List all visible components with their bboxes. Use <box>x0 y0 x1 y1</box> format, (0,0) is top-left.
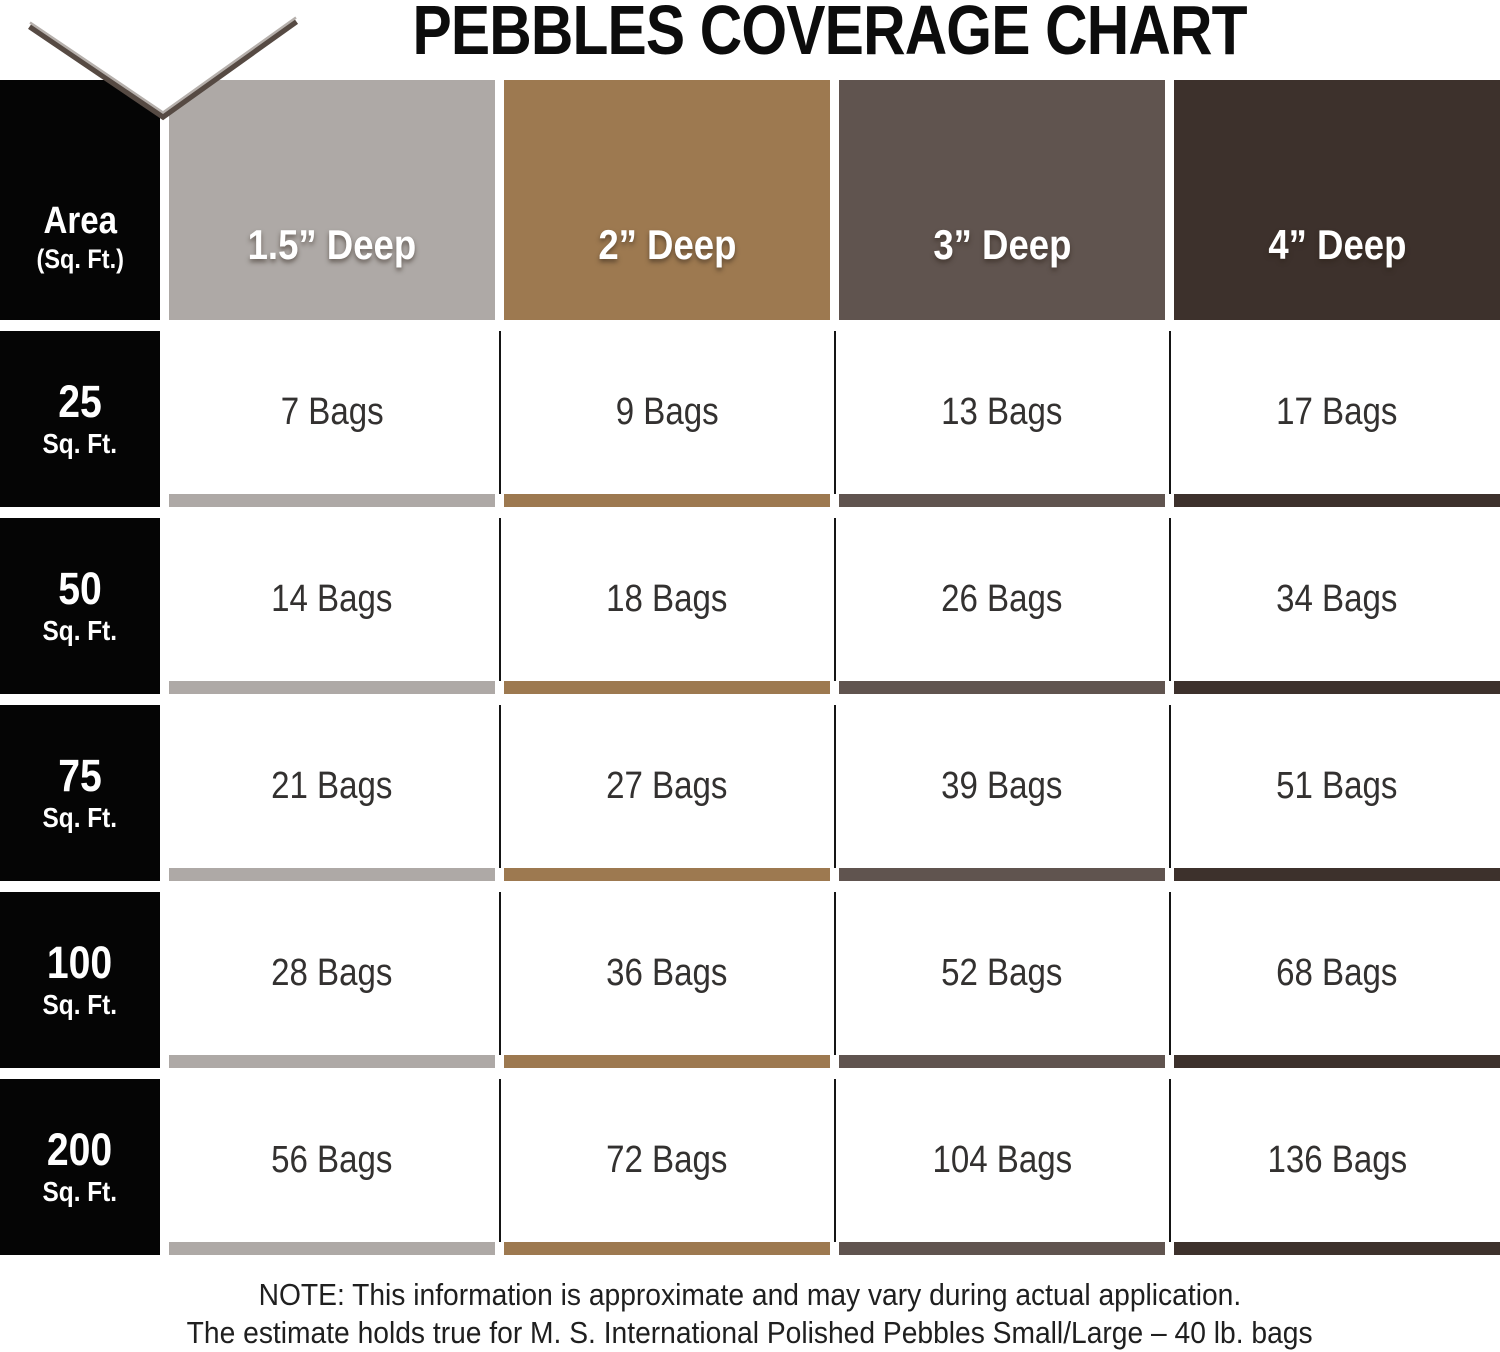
row-color-bar <box>1174 1055 1500 1068</box>
data-cell: 104 Bags <box>833 1079 1165 1255</box>
data-cell: 27 Bags <box>498 705 830 881</box>
data-cell: 13 Bags <box>833 331 1165 507</box>
row-header-25-sqft: 25 Sq. Ft. <box>0 331 160 507</box>
data-cell: 52 Bags <box>833 892 1165 1068</box>
row-area-value: 25 <box>58 376 102 427</box>
column-header-4-inch-deep: 4” Deep <box>1174 80 1500 320</box>
data-cell: 39 Bags <box>833 705 1165 881</box>
v-ribbon-white-wedge <box>30 21 296 116</box>
data-cell: 14 Bags <box>169 518 495 694</box>
data-cell: 36 Bags <box>498 892 830 1068</box>
row-color-bar <box>169 868 495 881</box>
coverage-table: Area (Sq. Ft.) 1.5” Deep 2” Deep 3” Deep… <box>0 80 1500 1255</box>
footnote: NOTE: This information is approximate an… <box>0 1276 1500 1352</box>
row-area-unit: Sq. Ft. <box>42 428 118 459</box>
row-area-value: 75 <box>58 750 102 801</box>
v-ribbon-dark-stroke <box>28 18 299 121</box>
row-color-bar <box>1174 1242 1500 1255</box>
row-color-bar <box>169 1242 495 1255</box>
column-header-3-inch-deep: 3” Deep <box>839 80 1165 320</box>
data-cell: 51 Bags <box>1168 705 1500 881</box>
row-color-bar <box>504 494 830 507</box>
column-header-2-inch-deep: 2” Deep <box>504 80 830 320</box>
row-area-value: 100 <box>47 937 113 988</box>
data-cell: 17 Bags <box>1168 331 1500 507</box>
row-color-bar <box>504 1242 830 1255</box>
row-color-bar <box>839 1055 1165 1068</box>
row-color-bar <box>504 681 830 694</box>
row-header-100-sqft: 100 Sq. Ft. <box>0 892 160 1068</box>
row-header-200-sqft: 200 Sq. Ft. <box>0 1079 160 1255</box>
data-cell: 68 Bags <box>1168 892 1500 1068</box>
row-color-bar <box>839 1242 1165 1255</box>
row-color-bar <box>169 1055 495 1068</box>
row-area-unit: Sq. Ft. <box>42 989 118 1020</box>
area-header-sublabel: (Sq. Ft.) <box>36 244 124 274</box>
row-color-bar <box>1174 681 1500 694</box>
v-ribbon-light-stroke <box>29 16 297 115</box>
row-color-bar <box>839 494 1165 507</box>
data-cell: 34 Bags <box>1168 518 1500 694</box>
data-cell: 26 Bags <box>833 518 1165 694</box>
data-cell: 7 Bags <box>169 331 495 507</box>
data-cell: 21 Bags <box>169 705 495 881</box>
row-area-unit: Sq. Ft. <box>42 802 118 833</box>
row-color-bar <box>504 1055 830 1068</box>
footnote-line-2: The estimate holds true for M. S. Intern… <box>187 1315 1313 1350</box>
data-cell: 18 Bags <box>498 518 830 694</box>
row-color-bar <box>1174 494 1500 507</box>
row-header-50-sqft: 50 Sq. Ft. <box>0 518 160 694</box>
row-color-bar <box>1174 868 1500 881</box>
row-area-value: 50 <box>58 563 102 614</box>
row-area-unit: Sq. Ft. <box>42 615 118 646</box>
footnote-line-1: NOTE: This information is approximate an… <box>258 1277 1242 1312</box>
row-color-bar <box>839 681 1165 694</box>
row-color-bar <box>504 868 830 881</box>
area-header-label: Area <box>43 200 117 242</box>
data-cell: 136 Bags <box>1168 1079 1500 1255</box>
row-area-value: 200 <box>47 1124 113 1175</box>
row-header-75-sqft: 75 Sq. Ft. <box>0 705 160 881</box>
column-header-1-5-inch-deep: 1.5” Deep <box>169 80 495 320</box>
page-title: PEBBLES COVERAGE CHART <box>160 0 1500 69</box>
row-color-bar <box>839 868 1165 881</box>
v-ribbon-decoration-icon <box>28 16 299 121</box>
data-cell: 56 Bags <box>169 1079 495 1255</box>
data-cell: 28 Bags <box>169 892 495 1068</box>
row-color-bar <box>169 681 495 694</box>
data-cell: 9 Bags <box>498 331 830 507</box>
area-column-header: Area (Sq. Ft.) <box>0 80 160 320</box>
page-title-text: PEBBLES COVERAGE CHART <box>412 0 1248 69</box>
data-cell: 72 Bags <box>498 1079 830 1255</box>
row-color-bar <box>169 494 495 507</box>
row-area-unit: Sq. Ft. <box>42 1176 118 1207</box>
